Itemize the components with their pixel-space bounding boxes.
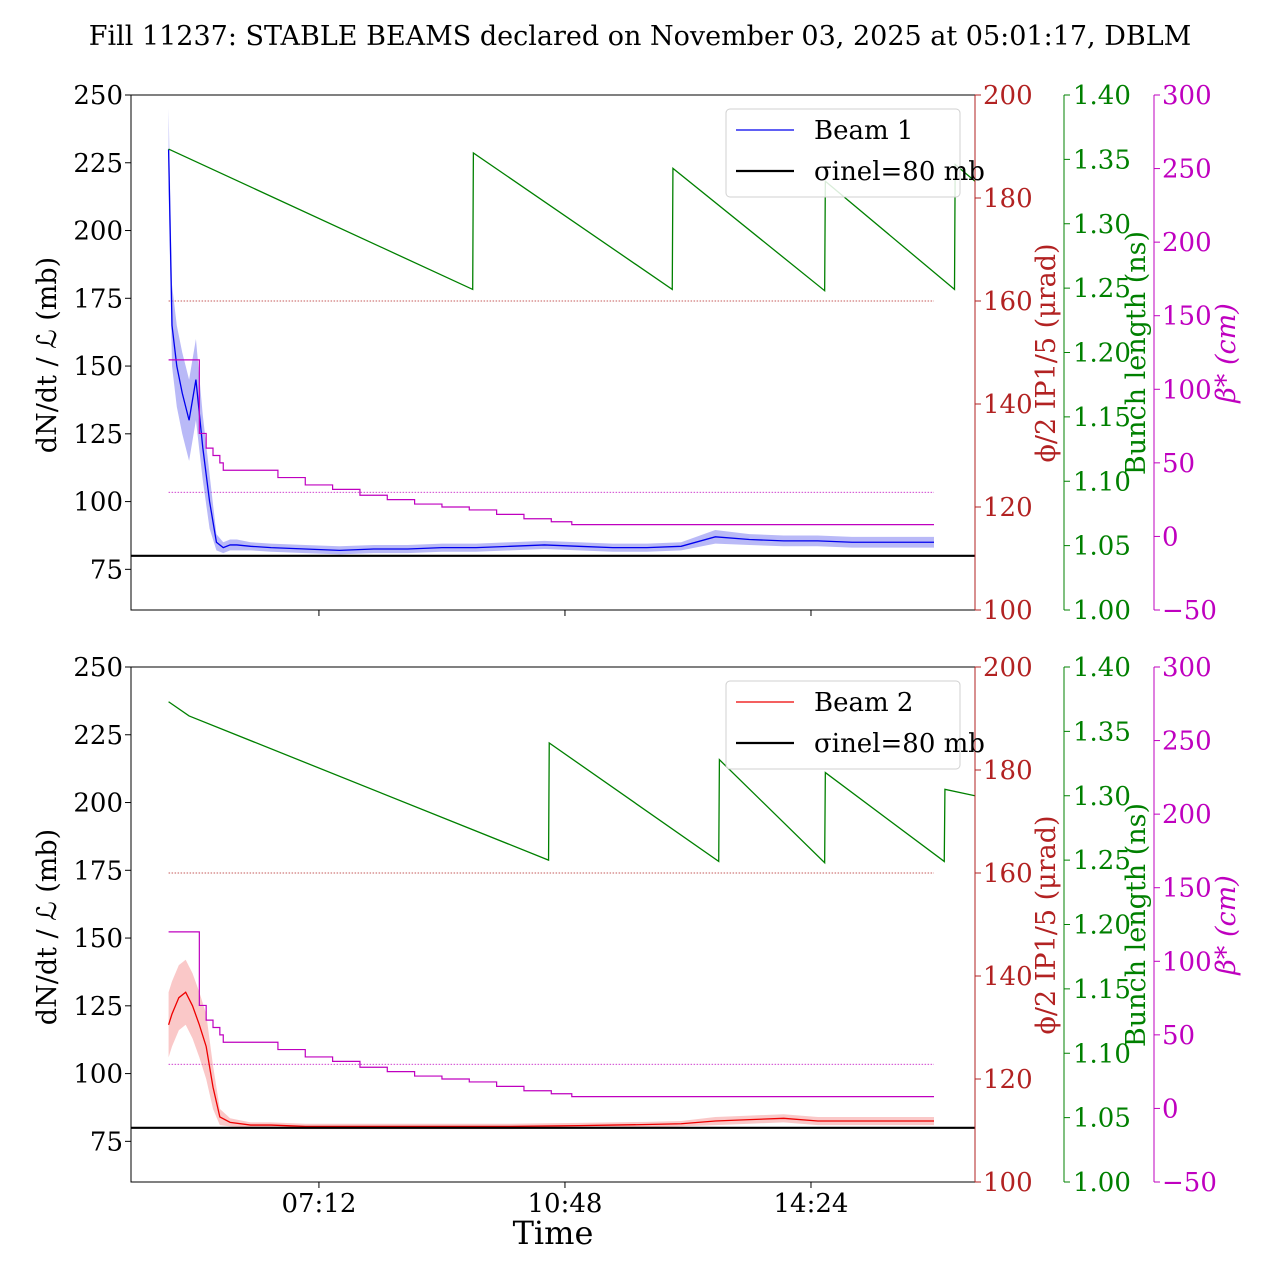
left-axis-tick-label: 225 [73,149,123,179]
legend-box [725,108,961,198]
bunch-axis-tick-label: 1.10 [1073,1039,1131,1069]
left-axis-tick-label: 150 [73,924,123,954]
bunch-axis-tick-label: 1.40 [1073,81,1131,111]
bunch-axis-tick-label: 1.20 [1073,911,1131,941]
left-axis-tick-label: 250 [73,653,123,683]
left-axis-tick-label: 175 [73,284,123,314]
beta-axis-tick-label: 200 [1162,228,1212,258]
phi-axis-tick-label: 100 [983,596,1033,626]
beta-axis-tick-label: 50 [1162,1021,1195,1051]
bunch-axis-tick-label: 1.30 [1073,210,1131,240]
bunch-axis-tick-label: 1.25 [1073,846,1131,876]
left-axis-tick-label: 200 [73,789,123,819]
beta-axis-label: β* (cm) [1211,303,1242,403]
phi-axis-tick-label: 120 [983,493,1033,523]
beta-axis-tick-label: 250 [1162,727,1212,757]
bunch-length-series [168,148,975,293]
beta-star-series [168,359,934,526]
plot-area [131,108,975,557]
bunch-axis-tick-label: 1.05 [1073,532,1131,562]
plot-area [131,701,975,1130]
beta-star-series [168,931,934,1098]
panel-beam1: 75 100 125 150 175 200 225 250 dN/dt / ℒ (mb) 100… [32,81,1242,626]
left-axis-tick-label: 75 [90,1127,123,1157]
bunch-axis-tick-label: 1.35 [1073,717,1131,747]
legend: Beam 1 σinel=80 mb [725,108,985,198]
legend-reference-label: σinel=80 mb [814,729,985,759]
beta-axis-tick-label: 100 [1162,375,1212,405]
x-axis-tick-label: 07:12 [281,1189,356,1219]
bunch-axis-tick-label: 1.15 [1073,975,1131,1005]
bunch-axis-tick-label: 1.40 [1073,653,1131,683]
beta-axis-tick-label: 150 [1162,302,1212,332]
beta-axis-tick-label: 300 [1162,81,1212,111]
phi-axis-tick-label: 200 [983,81,1033,111]
panel-beam2: 75 100 125 150 175 200 225 250 dN/dt / ℒ (mb) 100… [32,653,1242,1219]
beta-axis-tick-label: 150 [1162,874,1212,904]
left-axis-label: dN/dt / ℒ (mb) [32,257,63,453]
left-axis-tick-label: 100 [73,1060,123,1090]
beta-axis-tick-label: −50 [1162,596,1217,626]
x-axis-tick-label: 10:48 [527,1189,602,1219]
bunch-axis-tick-label: 1.15 [1073,403,1131,433]
bunch-axis-tick-label: 1.05 [1073,1104,1131,1134]
phi-axis-tick-label: 100 [983,1168,1033,1198]
cross-section-series [167,991,934,1128]
left-axis-tick-label: 125 [73,420,123,450]
phi-axis-label: ϕ/2 IP1/5 (μrad) [1031,815,1062,1034]
legend-box [725,680,961,770]
legend-reference-label: σinel=80 mb [814,157,985,187]
bunch-axis-tick-label: 1.10 [1073,467,1131,497]
phi-axis-tick-label: 140 [983,962,1033,992]
beta-axis-tick-label: 200 [1162,800,1212,830]
left-axis-tick-label: 125 [73,992,123,1022]
left-axis-tick-label: 100 [73,488,123,518]
phi-axis-tick-label: 160 [983,859,1033,889]
phi-axis-tick-label: 200 [983,653,1033,683]
beta-axis-tick-label: 50 [1162,449,1195,479]
x-axis-label: Time [513,1214,594,1252]
cross-section-band [168,959,934,1130]
left-axis-tick-label: 150 [73,352,123,382]
left-axis-tick-label: 250 [73,81,123,111]
bunch-axis-tick-label: 1.00 [1073,1168,1131,1198]
bunch-axis-label: Bunch length (ns) [1121,231,1152,475]
left-axis-label: dN/dt / ℒ (mb) [32,829,63,1025]
legend-series-label: Beam 2 [814,688,913,718]
phi-axis-tick-label: 140 [983,390,1033,420]
bunch-axis-tick-label: 1.35 [1073,145,1131,175]
bunch-length-series [168,701,975,865]
left-axis-tick-label: 200 [73,217,123,247]
beta-axis-label: β* (cm) [1211,875,1242,975]
phi-axis-label: ϕ/2 IP1/5 (μrad) [1031,243,1062,462]
cross-section-series [167,149,934,552]
x-axis-tick-label: 14:24 [774,1189,849,1219]
phi-axis-tick-label: 160 [983,287,1033,317]
legend: Beam 2 σinel=80 mb [725,680,985,770]
phi-axis-tick-label: 180 [983,756,1033,786]
bunch-axis-tick-label: 1.25 [1073,274,1131,304]
beta-axis-tick-label: −50 [1162,1168,1217,1198]
bunch-axis-tick-label: 1.00 [1073,596,1131,626]
bunch-axis-tick-label: 1.20 [1073,339,1131,369]
beta-axis-tick-label: 250 [1162,155,1212,185]
bunch-axis-label: Bunch length (ns) [1121,803,1152,1047]
left-axis-tick-label: 175 [73,856,123,886]
legend-series-label: Beam 1 [814,116,913,146]
left-axis-tick-label: 75 [90,555,123,585]
phi-axis-tick-label: 180 [983,184,1033,214]
beta-axis-tick-label: 0 [1162,522,1179,552]
phi-axis-tick-label: 120 [983,1065,1033,1095]
chart-panels: 75 100 125 150 175 200 225 250 dN/dt / ℒ (mb) 100… [32,81,1242,1219]
beta-axis-tick-label: 300 [1162,653,1212,683]
chart-title: Fill 11237: STABLE BEAMS declared on Nov… [89,21,1192,52]
left-axis-tick-label: 225 [73,721,123,751]
beta-axis-tick-label: 100 [1162,947,1212,977]
bunch-axis-tick-label: 1.30 [1073,782,1131,812]
beta-axis-tick-label: 0 [1162,1094,1179,1124]
